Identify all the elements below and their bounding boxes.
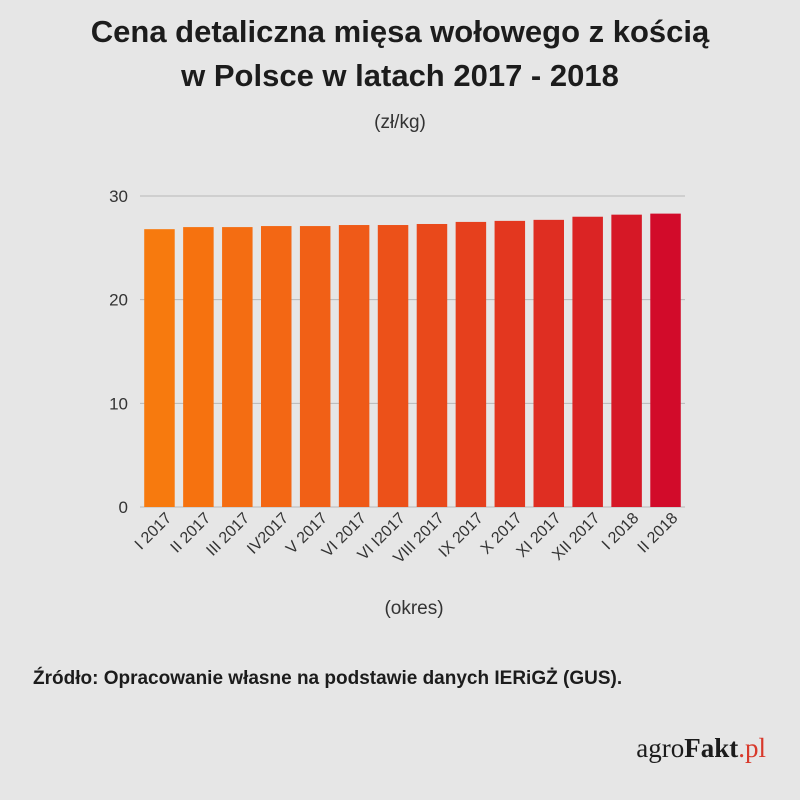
bar-4 (261, 226, 292, 507)
bars (144, 213, 681, 508)
bar-9 (455, 221, 487, 507)
bar-1 (144, 229, 175, 507)
bar-14 (650, 213, 681, 507)
unit-label: (zł/kg) (374, 112, 426, 133)
bar-3 (222, 227, 253, 507)
bar-6 (338, 225, 370, 507)
logo-part-pl: .pl (738, 733, 766, 763)
y-axis-ticks: 0 10 20 30 (109, 187, 128, 517)
agrofakt-logo: agroFakt.pl (636, 733, 766, 764)
x-tick-label: IV2017 (244, 510, 292, 558)
bar-13 (611, 214, 642, 507)
x-tick-label: III 2017 (203, 510, 253, 560)
chart-title-line-2: w Polsce w latach 2017 - 2018 (181, 58, 619, 93)
y-tick-label: 0 (119, 498, 128, 517)
chart-title-line-1: Cena detaliczna mięsa wołowego z kością (90, 14, 710, 49)
bar-10 (494, 220, 526, 507)
chart-title: Cena detaliczna mięsa wołowego z kością … (0, 10, 800, 98)
x-axis-label: (okres) (384, 598, 444, 619)
source-note: Źródło: Opracowanie własne na podstawie … (33, 668, 623, 689)
bar-7 (377, 225, 409, 507)
y-tick-label: 30 (109, 187, 128, 206)
x-tick-label: II 2018 (635, 510, 682, 557)
bar-5 (299, 226, 331, 507)
y-tick-label: 10 (109, 394, 128, 413)
bar-11 (533, 219, 564, 508)
bar-12 (572, 216, 603, 507)
logo-part-fakt: Fakt (684, 733, 739, 763)
grid-lines (140, 195, 685, 508)
bar-8 (416, 223, 448, 508)
y-tick-label: 20 (109, 291, 128, 310)
logo-part-agro: agro (636, 733, 685, 763)
bar-2 (183, 227, 214, 507)
